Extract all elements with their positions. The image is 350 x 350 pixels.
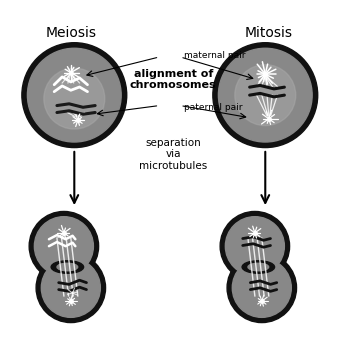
Circle shape xyxy=(218,48,312,142)
Circle shape xyxy=(27,48,121,142)
Text: separation
via
microtubules: separation via microtubules xyxy=(139,138,208,171)
Circle shape xyxy=(44,68,105,129)
Circle shape xyxy=(41,258,100,317)
Circle shape xyxy=(36,253,106,323)
Circle shape xyxy=(220,211,289,281)
Circle shape xyxy=(235,65,296,126)
Ellipse shape xyxy=(51,261,84,273)
Circle shape xyxy=(225,217,284,276)
Circle shape xyxy=(34,217,93,276)
Text: maternal pair: maternal pair xyxy=(184,51,245,60)
Text: alignment of
chromosomes: alignment of chromosomes xyxy=(130,69,217,90)
Ellipse shape xyxy=(242,261,274,273)
Ellipse shape xyxy=(248,263,269,271)
Text: Mitosis: Mitosis xyxy=(245,26,293,40)
Circle shape xyxy=(232,258,291,317)
Circle shape xyxy=(29,211,99,281)
Circle shape xyxy=(227,253,296,323)
Ellipse shape xyxy=(57,263,78,271)
Circle shape xyxy=(213,43,318,148)
Text: Meiosis: Meiosis xyxy=(46,26,96,40)
Text: paternal pair: paternal pair xyxy=(184,103,242,112)
Circle shape xyxy=(22,43,127,148)
